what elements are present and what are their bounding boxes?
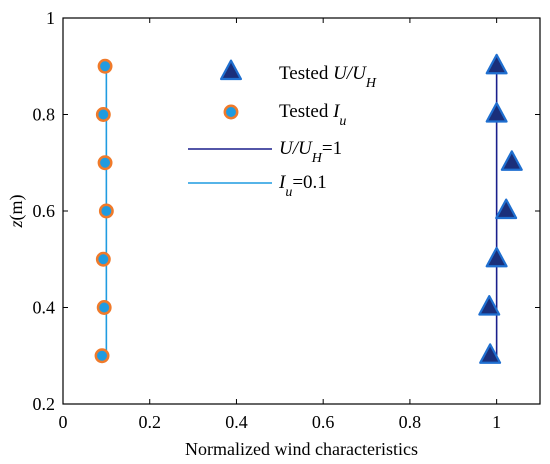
triangle-marker: [478, 294, 501, 316]
x-tick-label: 0.6: [312, 412, 335, 432]
tick-labels: 0 0.2 0.4 0.6 0.8 10.20.40.60.81: [33, 8, 502, 432]
legend-circle-icon: [223, 104, 239, 120]
y-axis-label-var: z: [6, 220, 26, 228]
legend-label-uuh-line-part: =1: [322, 138, 342, 159]
legend-label-tested-u-part: H: [365, 76, 377, 91]
data-markers: [94, 53, 523, 364]
x-axis-label: Normalized wind characteristics: [185, 439, 418, 459]
y-axis-label-unit: (m): [6, 194, 27, 220]
circle-marker: [95, 251, 111, 267]
circle-marker: [96, 300, 112, 315]
triangle-marker: [485, 53, 508, 75]
x-tick-label: 1: [492, 412, 501, 432]
legend-label-iu-line-part: I: [278, 172, 287, 193]
legend-label-tested-u-part: U/U: [333, 63, 367, 84]
x-tick-label: 0: [59, 412, 68, 432]
legend-label-tested-u-part: Tested: [279, 63, 333, 84]
y-axis-label: z(m): [6, 194, 27, 228]
plot-area: [62, 17, 541, 405]
legend-label-tested-iu-part: u: [339, 114, 346, 129]
circle-marker: [94, 348, 110, 364]
y-tick-label: 0.6: [33, 201, 56, 221]
legend-label-uuh-line-part: H: [311, 151, 323, 166]
legend-label-iu-line-part: u: [285, 185, 292, 200]
legend-label-uuh-line-part: U/U: [279, 138, 313, 159]
axis-ticks: [62, 17, 540, 405]
y-tick-label: 0.8: [33, 105, 56, 125]
triangle-marker: [495, 198, 518, 220]
circle-marker: [98, 203, 114, 219]
legend-triangle-icon: [219, 59, 243, 81]
triangle-marker: [485, 101, 508, 123]
legend-label-tested-iu-part: I: [332, 101, 341, 122]
circle-marker: [95, 107, 111, 122]
x-tick-label: 0.2: [138, 412, 161, 432]
circle-marker: [97, 58, 113, 74]
y-tick-label: 1: [46, 8, 55, 28]
x-tick-label: 0.4: [225, 412, 248, 432]
legend-label-tested-iu-part: Tested: [279, 101, 333, 122]
triangle-marker: [485, 246, 508, 268]
triangle-marker: [500, 150, 523, 171]
legend-label-tested-iu: Tested Iu: [279, 101, 346, 129]
x-tick-label: 0.8: [399, 412, 422, 432]
y-tick-label: 0.4: [33, 298, 56, 318]
y-tick-label: 0.2: [33, 394, 56, 414]
legend-label-tested-u: Tested U/UH: [279, 63, 377, 91]
circle-marker: [97, 155, 113, 171]
triangle-marker: [479, 343, 502, 364]
legend-label-uuh-line: U/UH=1: [279, 138, 342, 166]
legend-label-iu-line-part: =0.1: [292, 172, 326, 193]
legend-label-iu-line: Iu=0.1: [278, 172, 327, 200]
